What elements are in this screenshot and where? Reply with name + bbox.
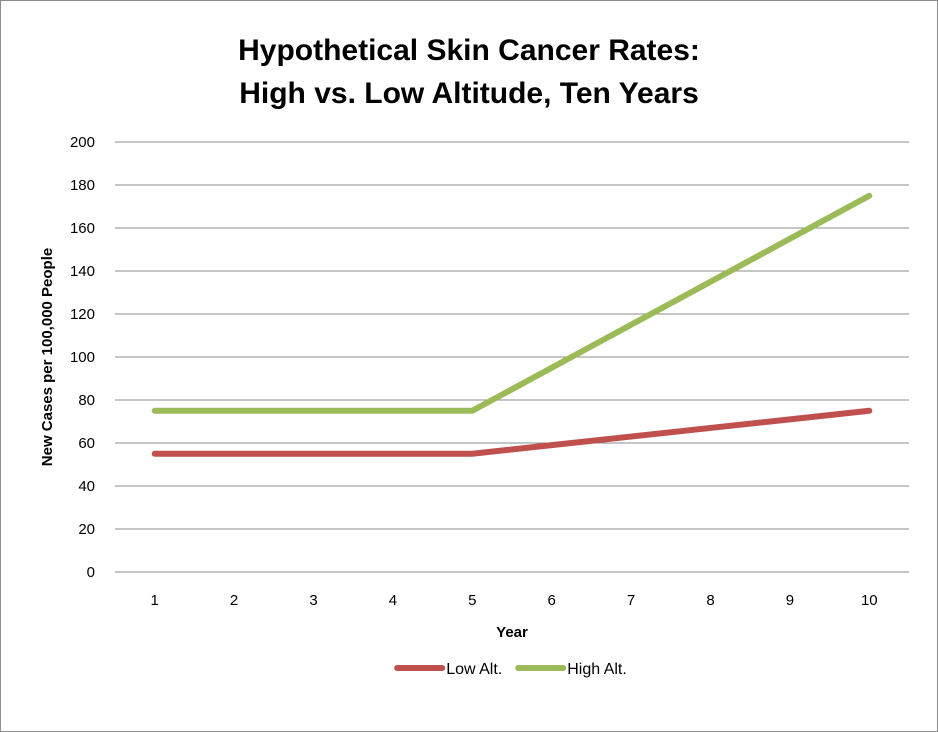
x-tick-label: 6 [548, 592, 556, 609]
series-line-low-alt [151, 407, 873, 457]
x-tick-label: 4 [389, 592, 397, 609]
x-axis-label: Year [496, 624, 528, 641]
y-tick-label: 100 [70, 349, 95, 366]
chart-title-line-1: Hypothetical Skin Cancer Rates: [238, 34, 700, 67]
x-tick-label: 1 [151, 592, 159, 609]
x-tick-label: 9 [786, 592, 794, 609]
y-tick-label: 120 [70, 306, 95, 323]
y-tick-label: 140 [70, 263, 95, 280]
gridlines [115, 141, 909, 573]
y-tick-label: 40 [78, 478, 95, 495]
x-tick-labels: 1 2 3 4 5 6 7 8 9 10 [151, 592, 878, 609]
y-tick-label: 20 [78, 521, 95, 538]
x-tick-label: 10 [861, 592, 878, 609]
chart-title-line-2: High vs. Low Altitude, Ten Years [239, 77, 699, 110]
series-line-high-alt [151, 192, 873, 414]
y-tick-label: 60 [78, 435, 95, 452]
series-lines [151, 192, 873, 457]
x-tick-label: 8 [706, 592, 714, 609]
legend-label: Low Alt. [446, 661, 502, 678]
legend-label: High Alt. [567, 661, 627, 678]
x-tick-label: 7 [627, 592, 635, 609]
x-tick-label: 5 [468, 592, 476, 609]
y-tick-labels: 0 20 40 60 80 100 120 140 160 180 200 [70, 134, 95, 581]
y-tick-label: 200 [70, 134, 95, 151]
y-axis-label: New Cases per 100,000 People [39, 248, 56, 466]
y-tick-label: 180 [70, 177, 95, 194]
legend: Low Alt. High Alt. [394, 661, 627, 678]
y-tick-label: 0 [87, 564, 95, 581]
x-tick-label: 2 [230, 592, 238, 609]
y-tick-label: 160 [70, 220, 95, 237]
x-tick-label: 3 [309, 592, 317, 609]
y-tick-label: 80 [78, 392, 95, 409]
